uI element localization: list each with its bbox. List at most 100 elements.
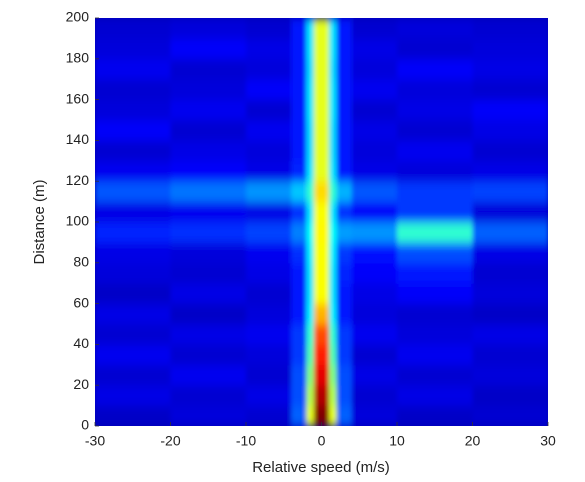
heat-cell xyxy=(397,58,473,80)
heat-cell xyxy=(291,242,307,264)
heat-cell xyxy=(306,181,315,203)
heat-cell xyxy=(306,262,315,284)
heat-cell xyxy=(291,364,307,386)
heat-cell xyxy=(397,99,473,121)
y-tick-label: 60 xyxy=(73,294,89,310)
heat-cell xyxy=(170,181,247,203)
heat-cell xyxy=(351,79,398,101)
heat-cell xyxy=(336,303,353,325)
heat-cell xyxy=(472,303,548,325)
heat-cell xyxy=(246,140,292,162)
heat-cell xyxy=(397,79,473,101)
heat-cell xyxy=(313,242,330,264)
heat-cell xyxy=(397,385,473,407)
heat-cell xyxy=(329,18,338,39)
heat-cell xyxy=(95,283,171,305)
heat-cell xyxy=(336,181,353,203)
heat-cell xyxy=(95,303,171,325)
heat-cell xyxy=(95,79,171,101)
heat-cell xyxy=(306,99,315,121)
heat-cell xyxy=(351,120,398,141)
heat-cell xyxy=(351,364,398,386)
heat-cell xyxy=(95,99,171,121)
heat-cell xyxy=(313,222,330,243)
heat-cell xyxy=(246,181,292,203)
heat-cell xyxy=(329,405,338,426)
heat-cell xyxy=(351,344,398,366)
heat-cell xyxy=(336,262,353,284)
heat-cell xyxy=(246,364,292,386)
heat-cell xyxy=(291,160,307,182)
heat-cell xyxy=(336,283,353,305)
y-tick-label: 140 xyxy=(66,131,90,147)
heat-cell xyxy=(329,364,338,386)
heat-cell xyxy=(170,262,247,284)
heat-cell xyxy=(306,38,315,60)
heat-cell xyxy=(329,324,338,345)
heat-cell xyxy=(336,140,353,162)
heat-cell xyxy=(170,201,247,223)
heat-cell xyxy=(95,120,171,141)
heat-cell xyxy=(472,99,548,121)
y-axis-label: Distance (m) xyxy=(31,179,48,264)
heat-cell xyxy=(329,140,338,162)
heat-cell xyxy=(336,79,353,101)
heat-cell xyxy=(170,242,247,264)
x-tick-label: -20 xyxy=(160,433,180,449)
heat-cell xyxy=(291,222,307,243)
heat-cell xyxy=(306,222,315,243)
heat-cell xyxy=(170,58,247,80)
y-tick-label: 120 xyxy=(66,172,90,188)
heat-cell xyxy=(397,344,473,366)
heat-cell xyxy=(291,38,307,60)
heat-cell xyxy=(472,140,548,162)
heat-cell xyxy=(246,99,292,121)
heat-cell xyxy=(313,18,330,39)
heat-cell xyxy=(95,324,171,345)
heat-cell xyxy=(313,181,330,203)
heat-cell xyxy=(306,140,315,162)
heat-cell xyxy=(472,242,548,264)
heat-cell xyxy=(397,324,473,345)
heat-cell xyxy=(313,364,330,386)
heat-cell xyxy=(329,344,338,366)
heat-cell xyxy=(336,364,353,386)
x-tick-label: 0 xyxy=(318,433,326,449)
heat-cell xyxy=(291,18,307,39)
x-tick-label: -30 xyxy=(85,433,105,449)
heat-cell xyxy=(306,385,315,407)
heat-cell xyxy=(246,405,292,426)
heat-cell xyxy=(313,58,330,80)
heat-cell xyxy=(397,242,473,264)
heat-cell xyxy=(351,181,398,203)
heat-cell xyxy=(306,283,315,305)
heat-cell xyxy=(329,181,338,203)
heat-cell xyxy=(306,79,315,101)
y-tick-label: 0 xyxy=(81,417,89,433)
heat-cell xyxy=(329,201,338,223)
heat-cell xyxy=(306,303,315,325)
heat-cell xyxy=(246,222,292,243)
heat-cell xyxy=(246,324,292,345)
heat-cell xyxy=(313,262,330,284)
heat-cell xyxy=(336,120,353,141)
heat-cell xyxy=(351,18,398,39)
heat-cell xyxy=(313,201,330,223)
heat-cell xyxy=(351,160,398,182)
y-tick-label: 100 xyxy=(66,213,90,229)
heat-cell xyxy=(170,324,247,345)
heat-cell xyxy=(313,120,330,141)
y-tick-label: 180 xyxy=(66,50,90,66)
heat-cell xyxy=(291,344,307,366)
heatmap xyxy=(95,18,548,426)
heat-cell xyxy=(313,303,330,325)
y-tick-label: 200 xyxy=(66,9,90,25)
heat-cell xyxy=(472,18,548,39)
x-axis-label: Relative speed (m/s) xyxy=(252,459,390,476)
heat-cell xyxy=(170,160,247,182)
heat-cell xyxy=(291,283,307,305)
y-tick-label: 80 xyxy=(73,254,89,270)
heat-cell xyxy=(95,405,171,426)
heat-cell xyxy=(170,222,247,243)
heat-cell xyxy=(336,242,353,264)
